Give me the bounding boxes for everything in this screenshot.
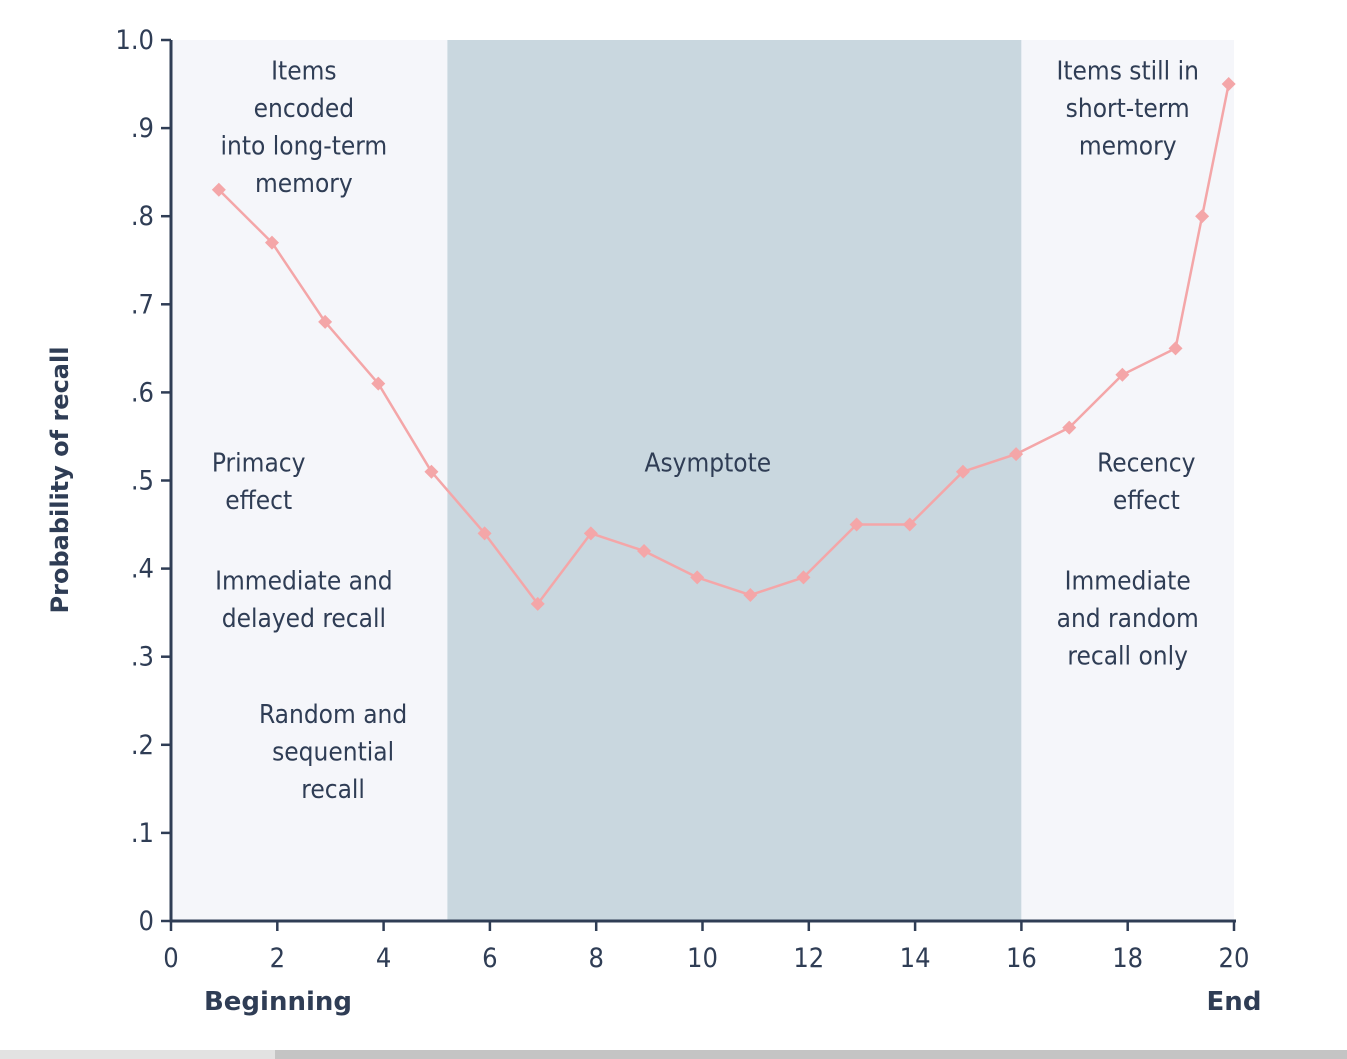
- x-tick-label: 4: [376, 943, 391, 974]
- bottom-scroll-thumb: [275, 1050, 1347, 1059]
- region-band-1: [447, 40, 1022, 921]
- data-point: [477, 526, 492, 541]
- y-tick-label: .1: [131, 818, 154, 849]
- annotation: Immediate and delayed recall: [215, 567, 393, 635]
- data-point: [1195, 209, 1210, 224]
- y-tick-label: .8: [131, 201, 154, 232]
- x-label-beginning: Beginning: [204, 987, 352, 1017]
- annotations: Items encoded into long-term memory Primacy e…: [212, 57, 1199, 805]
- data-point: [1115, 367, 1130, 382]
- data-point: [902, 517, 917, 532]
- x-tick-label: 10: [687, 943, 718, 974]
- annotation: Primacy effect: [212, 449, 306, 517]
- x-tick-label: 2: [270, 943, 285, 974]
- x-tick-label: 14: [900, 943, 931, 974]
- annotation: Immediate and random recall only: [1057, 567, 1199, 672]
- annotation: Items encoded into long-term memory: [221, 57, 388, 200]
- axes: 0 .1 .2 .3 .4 .5 .6 .7 .8 .9 1.0 0 2 4 6 8 10 12 14 16 18 20: [115, 25, 1249, 974]
- y-tick-label: .2: [131, 730, 154, 761]
- data-point: [1009, 447, 1024, 462]
- data-point: [690, 570, 705, 585]
- annotation: Recency effect: [1097, 449, 1195, 517]
- x-label-end: End: [1207, 987, 1262, 1017]
- data-point: [211, 182, 226, 197]
- x-tick-label: 0: [163, 943, 178, 974]
- background-regions: [171, 40, 1234, 921]
- data-point: [530, 596, 545, 611]
- x-tick-label: 8: [588, 943, 603, 974]
- x-tick-label: 16: [1006, 943, 1037, 974]
- x-tick-label: 12: [793, 943, 824, 974]
- data-point: [637, 543, 652, 558]
- y-tick-label: .3: [131, 642, 154, 673]
- data-point: [424, 464, 439, 479]
- data-point: [743, 588, 758, 603]
- data-point: [849, 517, 864, 532]
- data-point: [796, 570, 811, 585]
- data-point: [1221, 77, 1236, 92]
- data-point: [371, 376, 386, 391]
- y-tick-label: .4: [131, 554, 154, 585]
- y-tick-label: 1.0: [115, 25, 154, 56]
- series: [211, 77, 1236, 611]
- data-point: [583, 526, 598, 541]
- annotation: Random and sequential recall: [259, 700, 407, 805]
- annotation: Asymptote: [644, 449, 771, 479]
- y-tick-label: .6: [131, 377, 154, 408]
- data-point: [318, 314, 333, 329]
- x-tick-label: 20: [1219, 943, 1250, 974]
- y-tick-label: .5: [131, 466, 154, 497]
- data-point: [1168, 341, 1183, 356]
- y-tick-label: .9: [131, 113, 154, 144]
- x-tick-label: 18: [1112, 943, 1143, 974]
- y-tick-label: .7: [131, 289, 154, 320]
- data-point: [1062, 420, 1077, 435]
- y-tick-label: 0: [139, 906, 154, 937]
- data-point: [955, 464, 970, 479]
- region-band-2: [1021, 40, 1234, 921]
- x-tick-label: 6: [482, 943, 497, 974]
- annotation: Items still in short-term memory: [1056, 57, 1198, 162]
- y-axis-title: Probability of recall: [46, 347, 74, 614]
- data-point: [264, 235, 279, 250]
